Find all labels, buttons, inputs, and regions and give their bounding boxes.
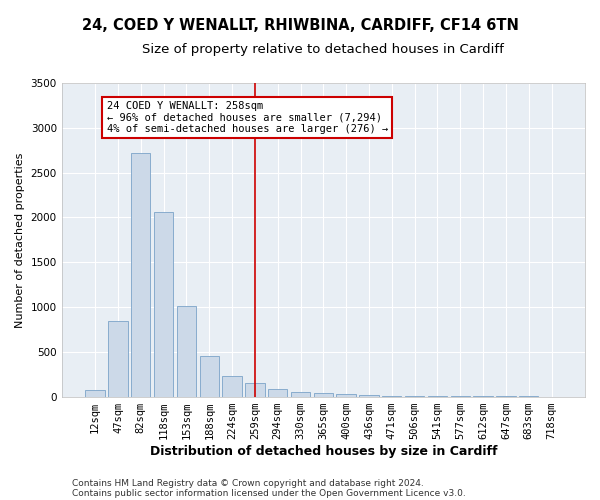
Bar	[337, 394, 356, 396]
Text: 24, COED Y WENALLT, RHIWBINA, CARDIFF, CF14 6TN: 24, COED Y WENALLT, RHIWBINA, CARDIFF, C…	[82, 18, 518, 32]
Bar	[200, 356, 219, 397]
Bar	[108, 322, 128, 396]
Bar	[223, 376, 242, 396]
Bar	[131, 153, 151, 396]
Bar	[268, 390, 287, 396]
Text: Contains public sector information licensed under the Open Government Licence v3: Contains public sector information licen…	[72, 488, 466, 498]
Text: Contains HM Land Registry data © Crown copyright and database right 2024.: Contains HM Land Registry data © Crown c…	[72, 478, 424, 488]
Y-axis label: Number of detached properties: Number of detached properties	[15, 152, 25, 328]
Bar	[245, 382, 265, 396]
Bar	[154, 212, 173, 396]
Bar	[359, 395, 379, 396]
Bar	[291, 392, 310, 396]
X-axis label: Distribution of detached houses by size in Cardiff: Distribution of detached houses by size …	[149, 444, 497, 458]
Bar	[177, 306, 196, 396]
Title: Size of property relative to detached houses in Cardiff: Size of property relative to detached ho…	[142, 42, 504, 56]
Bar	[85, 390, 105, 396]
Bar	[314, 393, 333, 396]
Text: 24 COED Y WENALLT: 258sqm
← 96% of detached houses are smaller (7,294)
4% of sem: 24 COED Y WENALLT: 258sqm ← 96% of detac…	[107, 101, 388, 134]
